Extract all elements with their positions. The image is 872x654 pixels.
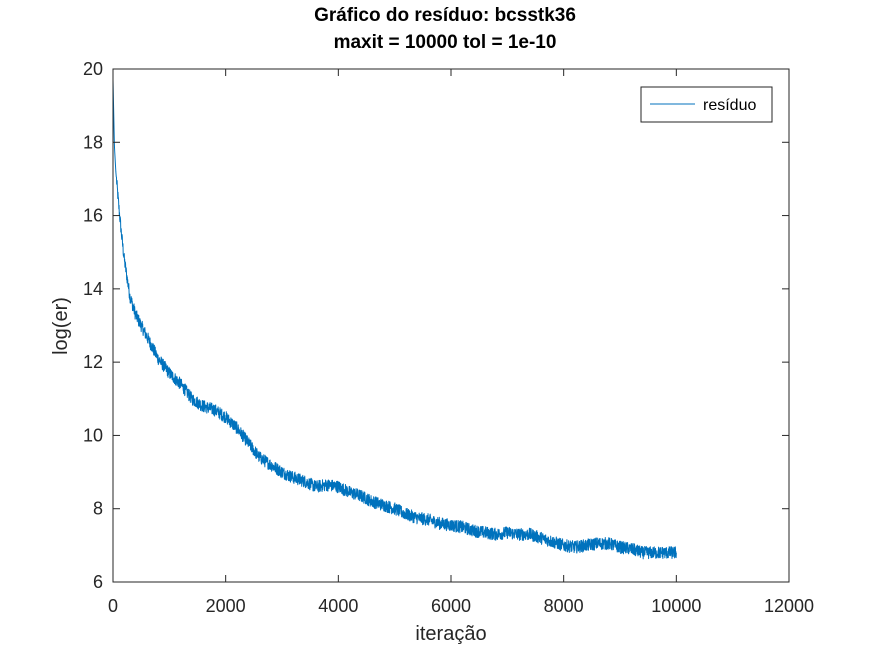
x-tick-label: 12000 (764, 596, 814, 616)
y-tick-label: 20 (83, 59, 103, 79)
chart-subtitle: maxit = 10000 tol = 1e-10 (334, 32, 557, 53)
y-tick-label: 10 (83, 425, 103, 445)
y-tick-label: 8 (93, 499, 103, 519)
legend: resíduo (640, 86, 773, 123)
x-tick-label: 0 (108, 596, 118, 616)
x-tick-label: 4000 (318, 596, 358, 616)
x-tick-label: 10000 (651, 596, 701, 616)
y-tick-label: 6 (93, 572, 103, 592)
y-tick-label: 16 (83, 206, 103, 226)
plot-area (113, 69, 789, 582)
chart-title: Gráfico do resíduo: bcsstk36 (314, 5, 576, 26)
y-axis-label: log(er) (50, 297, 72, 355)
y-tick-label: 12 (83, 352, 103, 372)
y-tick-label: 14 (83, 279, 103, 299)
y-tick-label: 18 (83, 132, 103, 152)
x-axis-ticks: 0 2000 4000 6000 8000 10000 12000 (108, 69, 814, 616)
y-axis-ticks: 6 8 10 12 14 16 18 20 (83, 59, 789, 592)
x-tick-label: 6000 (431, 596, 471, 616)
x-tick-label: 2000 (206, 596, 246, 616)
x-tick-label: 8000 (544, 596, 584, 616)
series-line-residuo (112, 79, 677, 560)
legend-entry-residuo: resíduo (703, 97, 756, 114)
x-axis-label: iteração (415, 623, 486, 645)
